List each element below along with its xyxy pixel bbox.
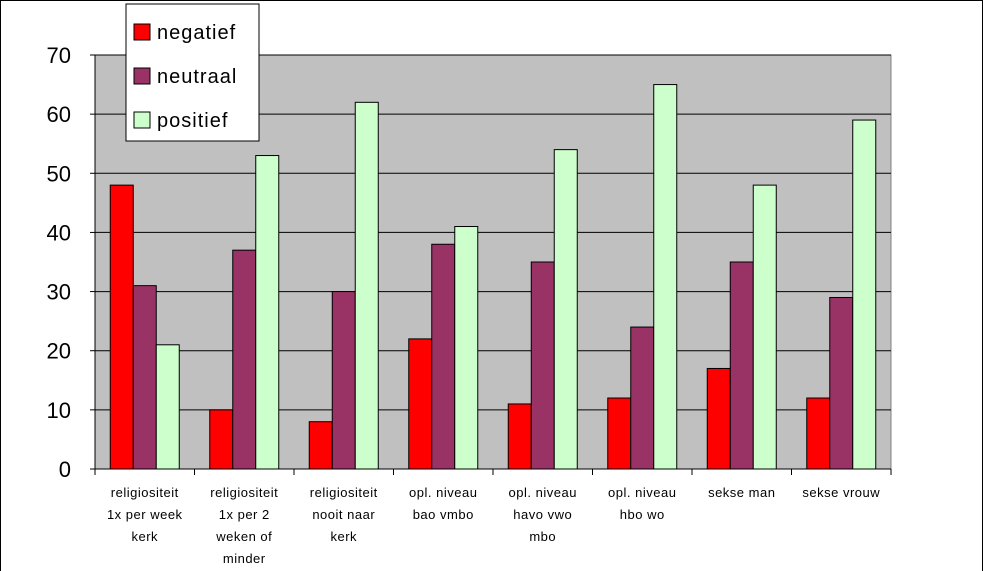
legend-label-neutraal: neutraal: [157, 66, 237, 88]
bar-positief: [752, 184, 777, 470]
y-tick-label: 70: [47, 43, 71, 68]
legend-label-positief: positief: [157, 110, 228, 132]
bar-negatief: [109, 184, 134, 470]
bar-negatief: [706, 367, 731, 470]
bar-negatief: [607, 397, 632, 470]
bar-positief: [553, 149, 578, 470]
bar-negatief: [209, 409, 234, 470]
bar-neutraal: [431, 243, 456, 470]
y-tick-label: 40: [47, 220, 71, 245]
x-tick-label: opl. niveau havo vwo mbo: [509, 485, 577, 544]
bar-negatief: [507, 403, 532, 470]
y-tick-label: 50: [47, 161, 71, 186]
y-tick-label: 10: [47, 398, 71, 423]
bar-positief: [354, 101, 379, 470]
bar-negatief: [408, 338, 433, 470]
bars: [109, 84, 877, 470]
bar-negatief: [308, 421, 333, 470]
axes: [90, 54, 892, 475]
x-tick-label: religiositeit 1x per week kerk: [107, 485, 183, 544]
x-tick-label: opl. niveau bao vmbo: [409, 485, 477, 522]
legend: negatief neutraal positief: [125, 3, 260, 142]
legend-swatch-neutraal: [133, 67, 151, 85]
x-tick-label: religiositeit nooit naar kerk: [310, 485, 378, 544]
legend-label-negatief: negatief: [157, 22, 236, 44]
bar-neutraal: [132, 285, 157, 470]
bar-positief: [454, 226, 479, 470]
bar-neutraal: [829, 296, 854, 470]
bar-neutraal: [331, 291, 356, 470]
x-tick-label: sekse vrouw: [802, 485, 880, 500]
x-tick-label: opl. niveau hbo wo: [608, 485, 676, 522]
x-tick-label: religiositeit 1x per 2 weken of minder: [210, 485, 278, 566]
bar-neutraal: [729, 261, 754, 470]
bar-positief: [852, 119, 877, 470]
bar-neutraal: [530, 261, 555, 470]
y-tick-label: 30: [47, 280, 71, 305]
y-tick-label: 60: [47, 102, 71, 127]
legend-swatch-negatief: [133, 23, 151, 41]
legend-swatch-positief: [133, 111, 151, 129]
x-tick-label: sekse man: [708, 485, 775, 500]
bar-positief: [653, 84, 678, 470]
y-tick-label: 20: [47, 339, 71, 364]
bar-positief: [255, 155, 280, 470]
y-tick-label: 0: [59, 457, 71, 482]
bar-positief: [155, 344, 180, 470]
x-axis-labels: religiositeit 1x per week kerk religiositei…: [107, 485, 880, 566]
y-axis-ticks: 0 10 20 30 40 50 60 70: [47, 43, 71, 482]
bar-neutraal: [630, 326, 655, 470]
bar-negatief: [806, 397, 831, 470]
bar-neutraal: [232, 249, 257, 470]
